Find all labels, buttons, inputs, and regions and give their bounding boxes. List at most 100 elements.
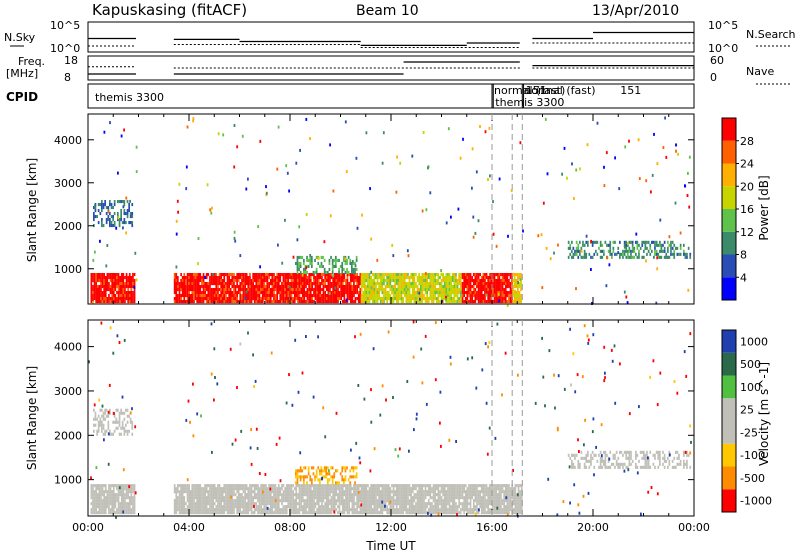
scatter-cell bbox=[431, 279, 433, 283]
scatter-cell bbox=[103, 484, 105, 488]
scatter-cell bbox=[327, 291, 330, 295]
scatter-cell bbox=[218, 511, 221, 515]
scatter-cell bbox=[98, 505, 101, 509]
scatter-cell bbox=[189, 288, 192, 292]
scatter-cell bbox=[277, 505, 280, 509]
scatter-cell bbox=[466, 493, 469, 497]
scatter-cell bbox=[276, 508, 278, 512]
scatter-cell bbox=[263, 282, 266, 286]
scatter-cell bbox=[386, 276, 388, 280]
scatter-cell bbox=[448, 502, 451, 506]
scatter-cell bbox=[281, 493, 283, 497]
scatter-cell bbox=[249, 282, 251, 286]
scatter-cell bbox=[429, 273, 432, 277]
scatter-cell bbox=[305, 273, 307, 277]
scatter-cell bbox=[175, 496, 178, 500]
scatter-cell bbox=[490, 282, 493, 286]
scatter-cell bbox=[313, 279, 315, 283]
scatter-cell bbox=[332, 508, 334, 512]
scatter-cell bbox=[125, 279, 128, 283]
scatter-cell bbox=[97, 209, 100, 213]
scatter-cell bbox=[101, 499, 104, 503]
scatter-cell bbox=[351, 487, 354, 491]
scatter-cell bbox=[386, 505, 388, 509]
scatter-cell bbox=[482, 288, 485, 292]
scatter-cell bbox=[447, 484, 449, 488]
scatter-cell bbox=[397, 484, 400, 488]
scatter-cell bbox=[509, 291, 512, 295]
scatter-cell bbox=[298, 291, 301, 295]
scatter-cell bbox=[461, 300, 464, 304]
scatter-cell bbox=[353, 300, 355, 304]
scatter-cell bbox=[93, 291, 96, 295]
scatter-cell bbox=[346, 261, 348, 265]
colorbar-swatch bbox=[722, 118, 736, 141]
scatter-cell bbox=[319, 282, 322, 286]
scatter-point bbox=[299, 148, 301, 152]
scatter-cell bbox=[375, 502, 377, 506]
scatter-cell bbox=[199, 493, 202, 497]
scatter-cell bbox=[226, 279, 229, 283]
scatter-cell bbox=[458, 511, 460, 515]
scatter-cell bbox=[95, 279, 97, 283]
scatter-point bbox=[99, 239, 101, 243]
scatter-cell bbox=[297, 493, 299, 497]
scatter-cell bbox=[325, 294, 328, 298]
scatter-cell bbox=[120, 215, 122, 219]
scatter-point bbox=[305, 213, 308, 216]
scatter-cell bbox=[276, 285, 278, 289]
scatter-cell bbox=[285, 282, 288, 286]
scatter-cell bbox=[202, 279, 205, 283]
scatter-cell bbox=[117, 502, 120, 506]
scatter-cell bbox=[117, 300, 120, 304]
scatter-cell bbox=[244, 285, 246, 289]
scatter-cell bbox=[517, 288, 519, 292]
scatter-cell bbox=[297, 294, 299, 298]
scatter-cell bbox=[485, 282, 488, 286]
scatter-cell bbox=[353, 484, 355, 488]
scatter-cell bbox=[421, 279, 424, 283]
scatter-cell bbox=[300, 300, 302, 304]
scatter-cell bbox=[260, 279, 262, 283]
scatter-cell bbox=[351, 285, 354, 289]
scatter-cell bbox=[636, 243, 639, 247]
scatter-cell bbox=[389, 273, 392, 277]
scatter-cell bbox=[671, 246, 674, 250]
scatter-cell bbox=[265, 273, 267, 277]
scatter-cell bbox=[108, 508, 110, 512]
scatter-cell bbox=[298, 505, 301, 509]
scatter-cell bbox=[95, 273, 97, 277]
scatter-cell bbox=[229, 490, 232, 494]
scatter-cell bbox=[298, 499, 301, 503]
scatter-cell bbox=[317, 288, 320, 292]
scatter-cell bbox=[484, 288, 486, 292]
scatter-cell bbox=[133, 484, 136, 488]
scatter-cell bbox=[469, 508, 472, 512]
scatter-cell bbox=[419, 487, 422, 491]
scatter-cell bbox=[209, 294, 211, 298]
scatter-cell bbox=[357, 297, 360, 301]
scatter-cell bbox=[447, 288, 449, 292]
scatter-cell bbox=[116, 484, 118, 488]
scatter-cell bbox=[402, 511, 404, 515]
scatter-cell bbox=[403, 505, 406, 509]
scatter-cell bbox=[383, 279, 385, 283]
scatter-cell bbox=[242, 300, 245, 304]
scatter-cell bbox=[287, 294, 290, 298]
scatter-cell bbox=[194, 288, 197, 292]
scatter-cell bbox=[327, 505, 330, 509]
scatter-cell bbox=[453, 499, 456, 503]
scatter-cell bbox=[498, 273, 501, 277]
scatter-cell bbox=[484, 276, 486, 280]
scatter-cell bbox=[479, 502, 481, 506]
scatter-cell bbox=[407, 294, 409, 298]
scatter-cell bbox=[482, 282, 485, 286]
scatter-cell bbox=[237, 285, 240, 289]
scatter-cell bbox=[362, 294, 364, 298]
scatter-cell bbox=[242, 499, 245, 503]
scatter-cell bbox=[124, 487, 126, 491]
scatter-cell bbox=[453, 505, 456, 509]
scatter-point bbox=[626, 301, 629, 305]
scatter-cell bbox=[363, 508, 366, 512]
scatter-point bbox=[244, 296, 247, 300]
